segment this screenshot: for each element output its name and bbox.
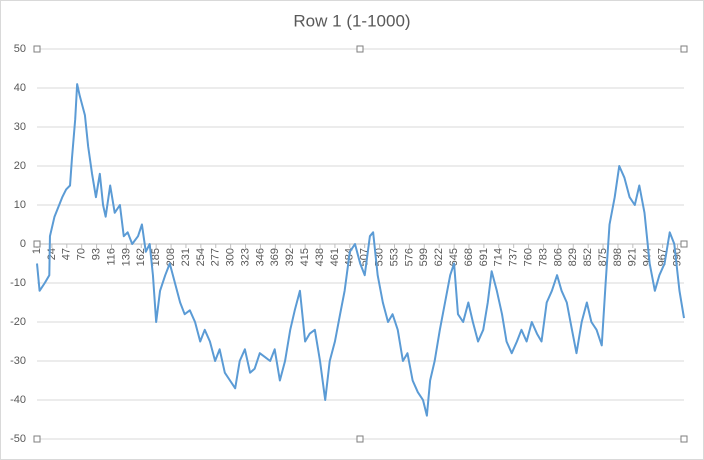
x-tick-label: 185 — [150, 248, 162, 266]
x-tick-label: 415 — [299, 248, 311, 266]
y-tick-label: 30 — [14, 121, 26, 133]
x-tick-label: 369 — [269, 248, 281, 266]
handle — [33, 45, 41, 53]
x-tick-label: 576 — [403, 248, 415, 266]
x-tick-label: 300 — [225, 248, 237, 266]
x-tick-label: 323 — [239, 248, 251, 266]
x-tick-label: 852 — [582, 248, 594, 266]
x-tick-label: 921 — [627, 248, 639, 266]
selection-handles — [33, 45, 688, 443]
x-tick-label: 116 — [105, 248, 117, 266]
y-tick-label: 20 — [14, 160, 26, 172]
data-line — [36, 83, 685, 417]
x-tick-label: 254 — [195, 248, 207, 266]
x-tick-label: 737 — [508, 248, 520, 266]
y-tick-label: -30 — [10, 355, 26, 367]
x-tick-label: 461 — [329, 248, 341, 266]
x-tick-label: 668 — [463, 248, 475, 266]
x-tick-label: 691 — [478, 248, 490, 266]
y-tick-label: -10 — [10, 277, 26, 289]
x-tick-label: 944 — [642, 248, 654, 266]
x-tick-label: 392 — [284, 248, 296, 266]
x-tick-label: 438 — [314, 248, 326, 266]
x-tick-label: 1 — [31, 248, 43, 254]
y-tick-label: -50 — [10, 433, 26, 445]
x-tick-label: 806 — [552, 248, 564, 266]
x-tick-label: 599 — [418, 248, 430, 266]
handle — [33, 240, 41, 248]
handle — [356, 435, 364, 443]
y-tick-label: 50 — [14, 43, 26, 55]
handle — [33, 435, 41, 443]
handle — [680, 435, 688, 443]
handle — [680, 240, 688, 248]
x-tick-label: 714 — [493, 248, 505, 266]
x-tick-label: 231 — [180, 248, 192, 266]
x-tick-label: 162 — [135, 248, 147, 266]
x-tick-label: 208 — [165, 248, 177, 266]
y-tick-label: 0 — [20, 238, 26, 250]
x-tick-label: 645 — [448, 248, 460, 266]
x-tick-label: 553 — [388, 248, 400, 266]
handle — [680, 45, 688, 53]
y-tick-label: -40 — [10, 394, 26, 406]
x-tick-label: 622 — [433, 248, 445, 266]
x-tick-label: 829 — [567, 248, 579, 266]
x-tick-label: 783 — [537, 248, 549, 266]
x-tick-label: 875 — [597, 248, 609, 266]
x-tick-label: 277 — [210, 248, 222, 266]
x-tick-label: 47 — [61, 248, 73, 260]
plot-area: -50 -40 -30 -20 -10 0 10 20 30 40 50 1 24 47 70 93 116 13… — [10, 43, 685, 445]
x-tick-label: 93 — [90, 248, 102, 260]
x-tick-label: 346 — [254, 248, 266, 266]
y-tick-label: -20 — [10, 316, 26, 328]
x-tick-label: 24 — [46, 248, 58, 260]
x-tick-label: 70 — [76, 248, 88, 260]
x-tick-label: 760 — [522, 248, 534, 266]
x-tick-label: 139 — [120, 248, 132, 266]
y-tick-label: 40 — [14, 82, 26, 94]
chart-title: Row 1 (1-1000) — [293, 11, 410, 30]
handle — [356, 45, 364, 53]
x-tick-label: 898 — [612, 248, 624, 266]
y-tick-label: 10 — [14, 199, 26, 211]
